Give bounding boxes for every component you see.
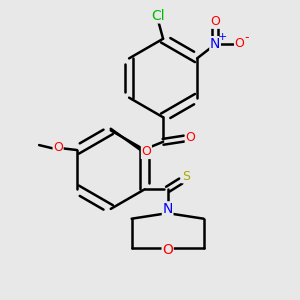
Text: O: O <box>142 146 151 158</box>
Text: S: S <box>182 170 190 183</box>
Text: O: O <box>53 141 63 154</box>
Text: N: N <box>163 202 173 216</box>
Text: N: N <box>210 37 220 51</box>
Text: O: O <box>235 37 244 50</box>
Text: Cl: Cl <box>152 9 165 23</box>
Text: -: - <box>244 31 249 44</box>
Text: O: O <box>210 15 220 28</box>
Text: O: O <box>162 243 173 257</box>
Text: +: + <box>218 32 227 42</box>
Text: O: O <box>185 131 195 144</box>
